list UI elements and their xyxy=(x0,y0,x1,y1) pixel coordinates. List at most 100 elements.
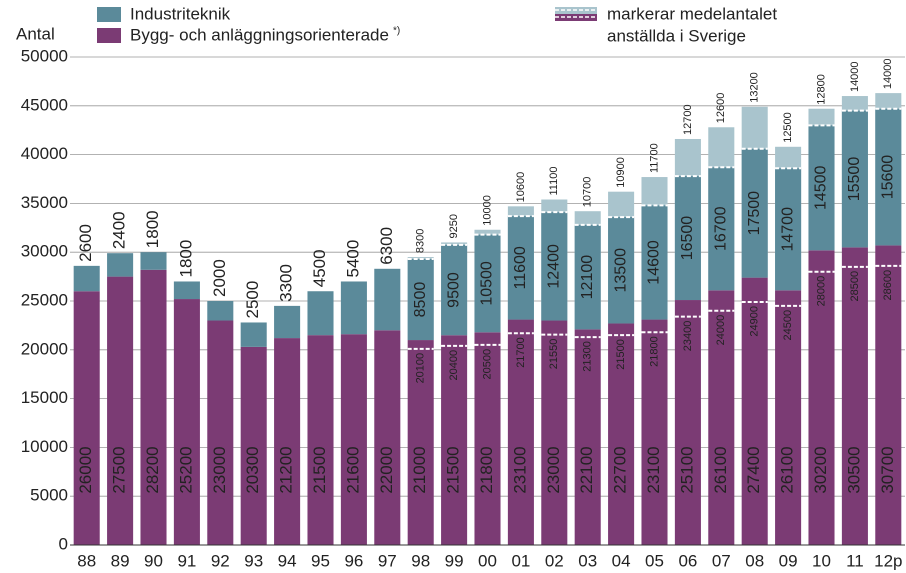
bar-segment xyxy=(775,290,802,545)
y-tick-label: 40000 xyxy=(21,144,68,163)
bar-segment xyxy=(674,176,701,301)
data-label: 13200 xyxy=(749,72,761,103)
data-label: 10000 xyxy=(481,195,493,226)
bar-segment xyxy=(875,245,902,546)
data-label: 3300 xyxy=(277,264,296,302)
x-tick-label: 07 xyxy=(712,551,731,570)
y-tick-label: 20000 xyxy=(21,339,68,358)
y-axis-label: Antal xyxy=(16,24,55,43)
bar-segment xyxy=(641,319,668,545)
bar-segment xyxy=(140,269,167,545)
data-label: 24000 xyxy=(715,315,727,346)
bar-segment xyxy=(507,319,534,545)
data-label: 21500 xyxy=(615,339,627,370)
data-label: 25100 xyxy=(677,446,696,493)
bar-segment xyxy=(474,332,501,545)
x-tick-label: 96 xyxy=(344,551,363,570)
bar-segment xyxy=(574,224,601,330)
bar-segment xyxy=(140,252,167,270)
data-label: 20300 xyxy=(243,446,262,493)
data-label: 28200 xyxy=(143,446,162,493)
bar-segment xyxy=(173,299,200,545)
y-tick-label: 30000 xyxy=(21,242,68,261)
data-label: 26100 xyxy=(778,446,797,493)
data-label: 21500 xyxy=(310,446,329,493)
bar-segment xyxy=(307,291,334,336)
data-label: 8500 xyxy=(412,282,429,318)
x-tick-label: 98 xyxy=(411,551,430,570)
legend-label: Bygg- och anläggningsorienterade xyxy=(130,25,389,44)
data-label: 14000 xyxy=(849,61,861,92)
bar-segment xyxy=(808,250,835,546)
data-label: 30500 xyxy=(844,446,863,493)
data-label: 11100 xyxy=(548,167,560,196)
bar-segment xyxy=(474,234,501,333)
x-tick-label: 95 xyxy=(311,551,330,570)
bar-segment xyxy=(240,346,267,545)
x-tick-label: 97 xyxy=(378,551,397,570)
bar-segment xyxy=(207,320,234,545)
data-label: 2500 xyxy=(243,281,262,319)
data-label: 26100 xyxy=(711,446,730,493)
bar-segment xyxy=(808,125,835,251)
bar-segment xyxy=(240,322,267,347)
bar-segment xyxy=(741,148,768,278)
bar-segment xyxy=(274,305,301,339)
x-tick-label: 01 xyxy=(511,551,530,570)
bar-segment xyxy=(641,205,668,320)
bar-segment xyxy=(608,217,635,324)
data-label: 20100 xyxy=(415,353,427,384)
data-label: 12700 xyxy=(682,104,694,135)
bar-segment xyxy=(841,110,868,248)
y-tick-label: 25000 xyxy=(21,290,68,309)
data-label: 10600 xyxy=(515,172,527,203)
data-label: 2000 xyxy=(210,259,229,297)
data-label: 21500 xyxy=(444,446,463,493)
data-label: 25200 xyxy=(176,446,195,493)
data-label: 21800 xyxy=(648,336,660,367)
data-label: 12600 xyxy=(715,93,727,124)
x-tick-label: 06 xyxy=(678,551,697,570)
legend-note: *) xyxy=(393,26,400,37)
x-tick-label: 09 xyxy=(779,551,798,570)
bar-segment xyxy=(674,300,701,545)
data-label: 20400 xyxy=(448,350,460,381)
data-label: 23000 xyxy=(544,446,563,493)
y-tick-label: 35000 xyxy=(21,193,68,212)
data-label: 23100 xyxy=(510,446,529,493)
data-label: 12100 xyxy=(579,255,596,300)
y-tick-label: 15000 xyxy=(21,388,68,407)
data-label: 14600 xyxy=(646,240,663,285)
bar-segment xyxy=(708,167,735,291)
y-tick-label: 0 xyxy=(59,534,68,553)
bar-segment xyxy=(841,247,868,545)
data-label: 24900 xyxy=(749,306,761,337)
data-label: 14500 xyxy=(813,165,830,210)
bar-segment xyxy=(574,329,601,545)
bar-segment xyxy=(307,335,334,545)
data-label: 14000 xyxy=(882,59,894,90)
data-label: 21700 xyxy=(515,337,527,368)
bar-segment xyxy=(173,281,200,300)
data-label: 10500 xyxy=(479,261,496,306)
data-label: 6300 xyxy=(377,227,396,265)
bar-segment xyxy=(507,216,534,320)
data-label: 26000 xyxy=(76,446,95,493)
x-tick-label: 02 xyxy=(545,551,564,570)
data-label: 21300 xyxy=(582,341,594,372)
data-label: 12400 xyxy=(546,244,563,289)
data-label: 28000 xyxy=(815,276,827,307)
data-label: 24500 xyxy=(782,310,794,341)
data-label: 27500 xyxy=(110,446,129,493)
legend-swatch xyxy=(97,28,121,43)
x-tick-label: 92 xyxy=(211,551,230,570)
data-label: 13500 xyxy=(612,248,629,293)
data-label: 23000 xyxy=(210,446,229,493)
data-label: 16500 xyxy=(679,216,696,261)
x-tick-label: 10 xyxy=(812,551,831,570)
data-label: 21200 xyxy=(277,446,296,493)
bar-segment xyxy=(107,276,134,545)
data-label: 10700 xyxy=(582,177,594,208)
data-label: 30200 xyxy=(811,446,830,493)
bar-segment xyxy=(541,212,568,321)
